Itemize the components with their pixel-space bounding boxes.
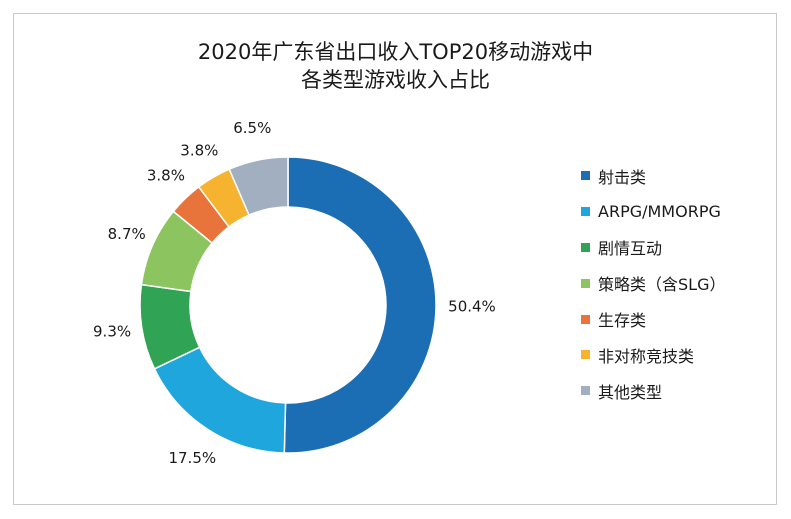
legend-label: 其他类型 (598, 382, 663, 402)
data-label-interactive-story: 9.3% (93, 322, 131, 340)
legend-swatch (581, 242, 590, 252)
legend-swatch (581, 314, 590, 324)
legend-label: 生存类 (598, 311, 647, 331)
data-label-arpg-mmorpg: 17.5% (168, 449, 216, 467)
legend-label: 策略类（含SLG） (598, 275, 726, 295)
data-label-other-types: 6.5% (233, 119, 271, 137)
legend-label: 剧情互动 (598, 239, 663, 259)
legend-item-survival: 生存类 (581, 301, 725, 337)
legend: 射击类 ARPG/MMORPG 剧情互动策略类（含SLG） 生存类非对称竞技类 其他类型 (581, 158, 725, 409)
slice-shooter (283, 156, 437, 454)
legend-swatch (581, 171, 590, 181)
data-label-asymmetric-competitive: 3.8% (180, 141, 218, 159)
legend-item-strategy-slg: 策略类（含SLG） (581, 265, 725, 301)
data-label-strategy-slg: 8.7% (108, 225, 146, 243)
legend-item-other-types: 其他类型 (581, 373, 725, 409)
data-label-shooter: 50.4% (448, 298, 496, 316)
chart-title-line-2: 各类型游戏收入占比 (301, 68, 490, 92)
slice-arpg-mmorpg (153, 346, 287, 454)
legend-swatch (581, 278, 590, 288)
legend-label: ARPG/MMORPG (598, 202, 721, 222)
legend-item-asymmetric-competitive: 非对称竞技类 (581, 337, 725, 373)
legend-label: 射击类 (598, 167, 647, 187)
chart-title: 2020年广东省出口收入TOP20移动游戏中 各类型游戏收入占比 (0, 38, 791, 94)
data-label-survival: 3.8% (147, 167, 185, 185)
legend-item-shooter: 射击类 (581, 158, 725, 194)
legend-swatch (581, 386, 590, 396)
legend-item-arpg-mmorpg: ARPG/MMORPG (581, 194, 725, 230)
legend-item-interactive-story: 剧情互动 (581, 230, 725, 266)
legend-swatch (581, 207, 590, 217)
legend-swatch (581, 350, 590, 360)
chart-title-line-1: 2020年广东省出口收入TOP20移动游戏中 (197, 40, 594, 64)
legend-label: 非对称竞技类 (598, 346, 695, 366)
slice-other-types (228, 156, 289, 217)
